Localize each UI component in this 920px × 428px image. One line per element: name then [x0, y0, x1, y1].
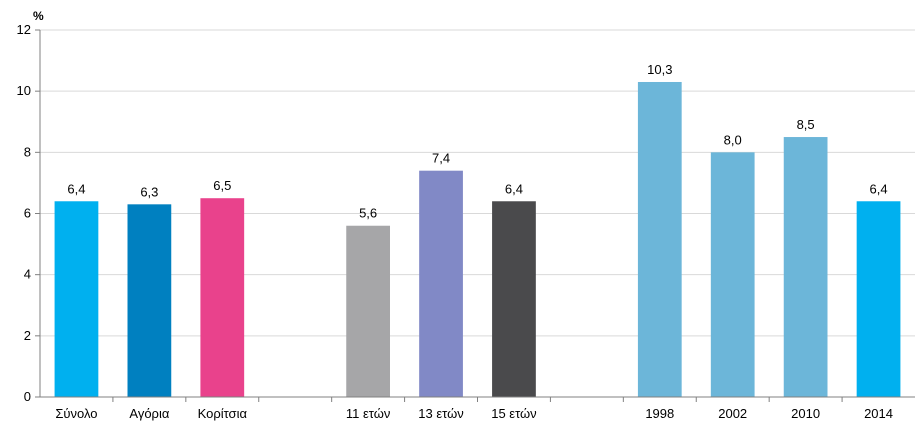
x-tick-label: Κορίτσια [198, 406, 248, 421]
bar [127, 204, 172, 397]
data-label: 8,0 [724, 132, 742, 147]
x-tick-label: 1998 [645, 406, 674, 421]
x-tick-label: 2010 [791, 406, 820, 421]
x-tick-label: Αγόρια [129, 406, 169, 421]
x-tick-label: Σύνολο [55, 406, 97, 421]
y-tick-label: 8 [24, 144, 31, 159]
bar [492, 201, 536, 397]
bar [200, 198, 245, 397]
bars: 6,4 6,3 6,5 5,6 7,4 6,4 10,3 8,0 8,5 6,4 [54, 62, 901, 397]
y-tick-label: 0 [24, 389, 31, 404]
y-tick-label: 6 [24, 206, 31, 221]
bar [346, 225, 390, 397]
bar [783, 137, 828, 397]
data-label: 6,4 [505, 181, 523, 196]
bar [856, 201, 901, 397]
bar [710, 152, 755, 397]
bar [419, 170, 463, 397]
y-unit-label: % [33, 9, 44, 23]
data-label: 6,5 [213, 178, 231, 193]
x-tick-label: 15 ετών [491, 406, 536, 421]
data-label: 10,3 [647, 62, 672, 77]
gridlines [40, 29, 915, 337]
x-axis: Σύνολο Αγόρια Κορίτσια 11 ετών 13 ετών 15 ετώ… [40, 396, 915, 421]
y-tick-label: 2 [24, 328, 31, 343]
y-tick-label: 4 [24, 267, 31, 282]
y-axis: 0 2 4 6 8 10 12 [17, 22, 41, 404]
data-label: 6,4 [870, 181, 888, 196]
y-tick-label: 10 [17, 83, 31, 98]
x-tick-label: 2014 [864, 406, 893, 421]
data-label: 8,5 [797, 117, 815, 132]
data-label: 7,4 [432, 151, 450, 166]
data-label: 6,3 [140, 184, 158, 199]
data-label: 5,6 [359, 206, 377, 221]
x-tick-label: 13 ετών [418, 406, 463, 421]
bar [637, 81, 682, 397]
x-tick-label: 11 ετών [346, 406, 391, 421]
x-tick-label: 2002 [718, 406, 747, 421]
y-tick-label: 12 [17, 22, 31, 37]
bar [54, 201, 99, 397]
data-label: 6,4 [67, 181, 85, 196]
